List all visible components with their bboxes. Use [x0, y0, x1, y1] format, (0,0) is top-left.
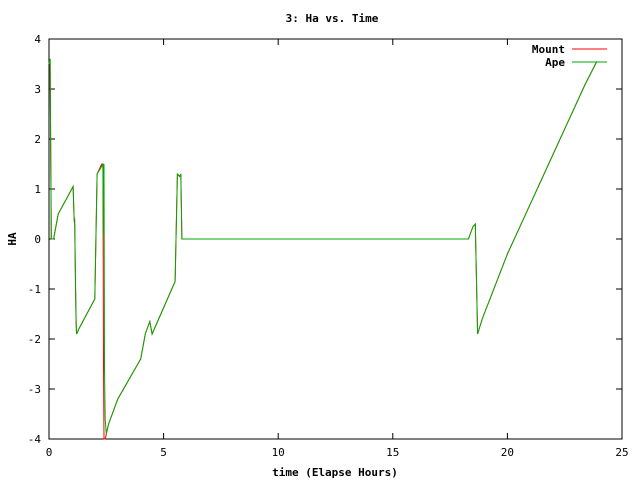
chart-title: 3: Ha vs. Time [286, 12, 379, 25]
y-tick-label: 3 [34, 83, 41, 96]
x-tick-label: 25 [615, 446, 628, 459]
y-tick-label: 0 [34, 233, 41, 246]
legend-label-mount: Mount [532, 43, 565, 56]
x-tick-label: 5 [160, 446, 167, 459]
x-tick-label: 0 [46, 446, 53, 459]
y-tick-label: -4 [28, 433, 42, 446]
y-tick-label: 4 [34, 33, 41, 46]
y-tick-label: 1 [34, 183, 41, 196]
y-tick-label: -1 [28, 283, 41, 296]
series-line-ape [48, 58, 598, 435]
axis-ticks: 0 5 10 15 20 25 -4 -3 -2 -1 0 1 2 3 4 [28, 33, 629, 459]
y-tick-label: -3 [28, 383, 41, 396]
series-layer [48, 58, 598, 440]
y-axis-label: HA [6, 232, 19, 246]
series-line-mount [48, 58, 598, 440]
x-axis-label: time (Elapse Hours) [272, 466, 398, 479]
x-tick-label: 20 [501, 446, 514, 459]
x-tick-label: 10 [272, 446, 285, 459]
legend-label-ape: Ape [545, 56, 565, 69]
y-tick-label: -2 [28, 333, 41, 346]
x-tick-label: 15 [386, 446, 399, 459]
y-tick-label: 2 [34, 133, 41, 146]
